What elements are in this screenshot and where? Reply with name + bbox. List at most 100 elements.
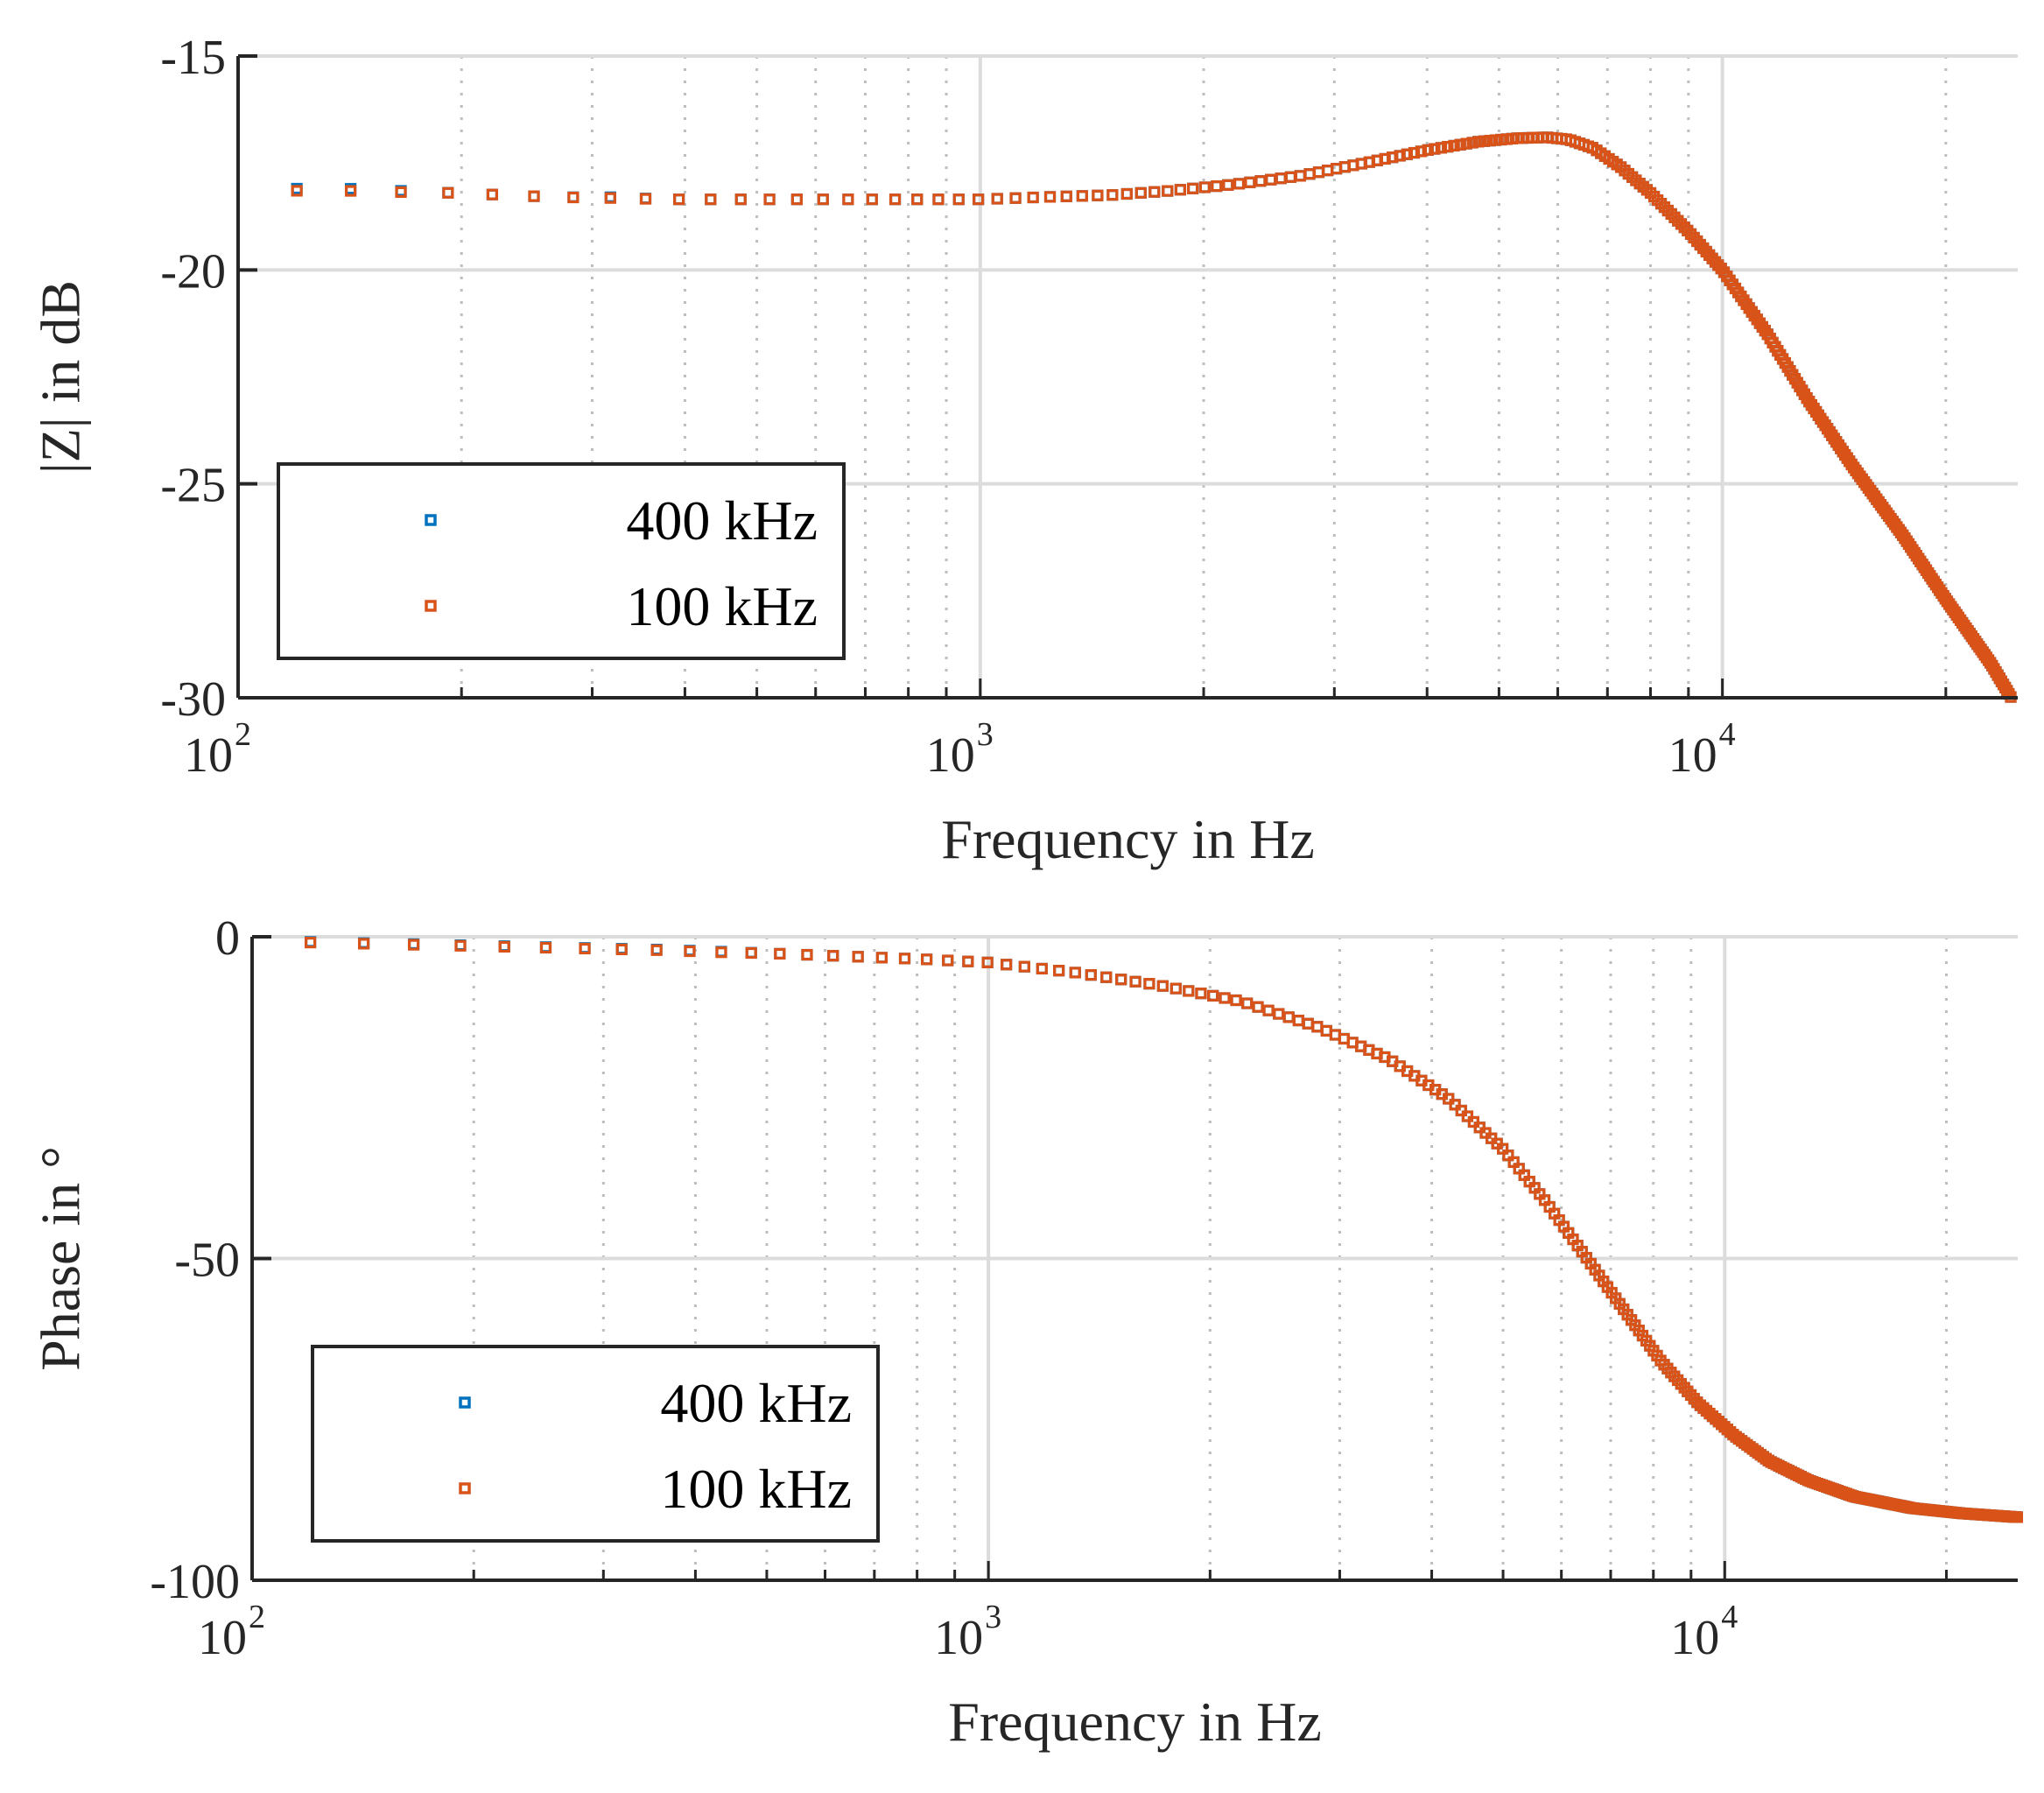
magnitude-data-point [1466,137,1479,149]
magnitude-x-axis-label: Frequency in Hz [941,808,1315,870]
phase-data-point [920,953,933,966]
phase-data-point [1219,992,1231,1004]
magnitude-data-point [932,193,945,206]
magnitude-data-point [1394,150,1406,162]
phase-data-point [579,942,591,955]
magnitude-x-tick-label: 10 [1668,728,1717,783]
magnitude-data-point [1211,180,1223,193]
phase-data-point [981,956,994,968]
phase-data-point [1085,969,1097,981]
magnitude-legend: 400 kHz 100 kHz [277,462,846,660]
magnitude-y-tick-label: -25 [160,459,226,513]
magnitude-data-point [1415,145,1428,158]
magnitude-x-tick-label: 10 [184,728,233,783]
magnitude-data-point [344,185,357,197]
magnitude-data-point [1254,175,1267,187]
magnitude-data-point [1198,181,1211,193]
phase-data-point [684,945,696,958]
magnitude-data-point [1472,136,1485,148]
phase-data-point [357,938,370,950]
magnitude-data-point [604,192,616,204]
magnitude-data-point [1312,166,1325,179]
phase-data-point [1282,1011,1295,1023]
phase-data-point [1311,1021,1324,1033]
phase-legend-marker-400khz [459,1396,471,1409]
magnitude-data-point [1076,190,1088,202]
magnitude-x-tick-exponent: 4 [1719,716,1736,753]
magnitude-data-point [1435,142,1448,154]
phase-data-point [1252,1001,1264,1013]
magnitude-data-point [1460,137,1472,150]
magnitude-data-point [817,193,829,206]
magnitude-data-point [1092,189,1104,201]
magnitude-data-point [1060,190,1072,202]
phase-data-point [1262,1004,1275,1016]
phase-data-point [539,941,552,954]
phase-data-point [1320,1024,1332,1037]
magnitude-data-point [1442,141,1454,153]
phase-data-point [827,950,839,962]
phase-data-point [852,951,864,963]
magnitude-legend-label-400khz: 400 kHz [626,489,818,552]
magnitude-data-point [790,193,803,206]
magnitude-data-point [1448,139,1460,152]
phase-data-point [1292,1014,1304,1027]
phase-data-point [498,940,510,953]
phase-x-tick-exponent: 4 [1721,1599,1738,1635]
phase-data-point [1273,1008,1285,1020]
magnitude-legend-marker-400khz [425,514,437,526]
phase-data-point [1001,959,1013,971]
magnitude-data-point [486,188,499,200]
magnitude-data-point [395,186,407,199]
magnitude-data-point [1148,186,1161,198]
phase-data-point [1069,967,1081,979]
magnitude-data-point [1027,191,1039,204]
magnitude-data-point [1303,168,1316,180]
magnitude-data-point [1174,184,1186,196]
magnitude-y-tick-label: -15 [160,31,226,85]
magnitude-y-tick-label: -20 [160,244,226,299]
phase-data-point [1241,997,1254,1009]
magnitude-data-point [1454,138,1466,151]
phase-y-axis-label: Phase in ° [30,1146,92,1371]
phase-data-point [305,937,317,949]
magnitude-data-point [1009,192,1022,204]
magnitude-data-point [291,185,303,197]
phase-legend-label-400khz: 400 kHz [660,1372,852,1434]
magnitude-data-point [1162,185,1174,197]
phase-x-tick-label: 10 [1670,1611,1719,1665]
phase-x-tick-exponent: 3 [985,1599,1001,1635]
phase-legend-label-100khz: 100 kHz [660,1458,852,1520]
phase-y-tick-label: 0 [215,911,240,966]
magnitude-data-point [1106,189,1119,201]
phase-data-point [1195,988,1207,1000]
phase-data-point [1129,975,1141,988]
magnitude-data-point [1222,179,1234,191]
phase-data-point [745,946,757,960]
phase-data-point [875,952,889,964]
phase-data-point [615,943,628,956]
phase-data-point [1207,989,1219,1002]
magnitude-data-point [567,191,579,204]
phase-data-point [1449,1099,1461,1111]
magnitude-data-point [1233,178,1246,190]
phase-legend-marker-100khz [459,1482,471,1494]
phase-data-point [1183,985,1195,997]
phase-data-point [1443,1093,1455,1105]
magnitude-data-point [911,193,924,206]
magnitude-data-point [639,193,652,205]
phase-data-point [2011,1511,2024,1523]
magnitude-x-tick-exponent: 2 [235,716,251,753]
phase-legend-box [311,1345,880,1543]
magnitude-x-tick-exponent: 3 [977,716,994,753]
magnitude-data-point [1401,148,1414,160]
magnitude-y-tick-label: -30 [160,672,226,727]
magnitude-legend-box [277,462,846,660]
phase-data-point [1115,974,1127,986]
magnitude-data-point [973,193,985,206]
phase-x-tick-label: 10 [198,1611,247,1665]
magnitude-data-point [1429,143,1441,155]
phase-x-tick-exponent: 2 [249,1599,265,1635]
